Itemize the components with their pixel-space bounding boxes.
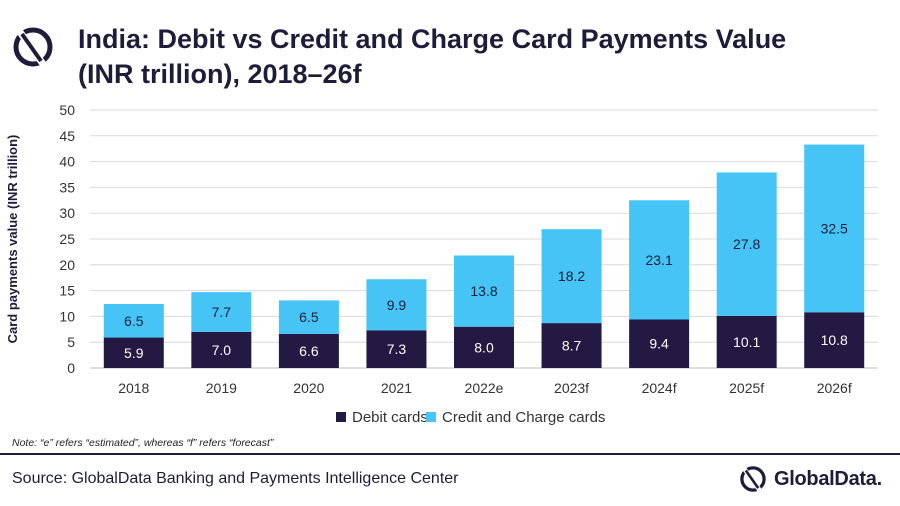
- bar-segment: [103, 304, 164, 338]
- globaldata-logo-icon: [13, 27, 53, 67]
- bar-segment: [716, 172, 777, 316]
- y-tick-label: 35: [59, 179, 75, 195]
- data-label: 8.7: [562, 338, 582, 354]
- chart-title: India: Debit vs Credit and Charge Card P…: [78, 22, 878, 92]
- data-label: 7.3: [387, 341, 407, 357]
- bar-segment: [366, 330, 427, 368]
- data-label: 9.9: [387, 297, 407, 313]
- bar-segment: [454, 255, 514, 327]
- bar-segment: [716, 315, 777, 368]
- x-tick-label: 2021: [381, 380, 412, 396]
- data-label: 7.7: [212, 304, 232, 320]
- bar-segment: [454, 326, 514, 368]
- chart-title-line2: (INR trillion), 2018–26f: [78, 59, 362, 89]
- bar-segment: [804, 144, 865, 313]
- x-tick-label: 2023f: [554, 380, 589, 396]
- data-label: 13.8: [470, 283, 497, 299]
- legend-swatch: [426, 412, 436, 422]
- data-label: 32.5: [821, 220, 848, 236]
- data-label: 9.4: [649, 336, 669, 352]
- chart-title-line1: India: Debit vs Credit and Charge Card P…: [78, 24, 787, 54]
- data-label: 10.8: [821, 332, 848, 348]
- bar-segment: [629, 319, 690, 368]
- bar-segment: [103, 337, 164, 368]
- y-tick-label: 20: [59, 257, 75, 273]
- x-tick-label: 2019: [206, 380, 237, 396]
- x-tick-label: 2020: [293, 380, 324, 396]
- bar-segment: [541, 323, 602, 368]
- data-label: 10.1: [733, 334, 760, 350]
- legend-label: Debit cards: [352, 409, 428, 426]
- data-label: 18.2: [558, 268, 585, 284]
- y-tick-label: 10: [59, 308, 75, 324]
- bar-segment: [278, 300, 339, 334]
- x-tick-label: 2026f: [817, 380, 852, 396]
- y-tick-label: 15: [59, 283, 75, 299]
- bar-segment: [804, 312, 865, 368]
- brand-logo: GlobalData.: [738, 463, 882, 495]
- source-text: Source: GlobalData Banking and Payments …: [12, 470, 459, 487]
- data-label: 23.1: [645, 252, 672, 268]
- bar-segment: [629, 200, 690, 320]
- y-tick-label: 25: [59, 231, 75, 247]
- bar-segment: [366, 279, 427, 331]
- data-label: 27.8: [733, 236, 760, 252]
- bar-segment: [191, 292, 252, 332]
- data-label: 5.9: [124, 345, 144, 361]
- x-tick-label: 2024f: [642, 380, 677, 396]
- legend-swatch: [336, 412, 346, 422]
- y-tick-label: 45: [59, 128, 75, 144]
- x-tick-label: 2025f: [729, 380, 764, 396]
- x-tick-label: 2018: [118, 380, 149, 396]
- bar-segment: [541, 229, 602, 324]
- y-tick-label: 40: [59, 154, 75, 170]
- brand-name: GlobalData.: [774, 467, 882, 490]
- footer-divider: [0, 453, 900, 455]
- legend-label: Credit and Charge cards: [442, 409, 605, 426]
- y-tick-label: 30: [59, 205, 75, 221]
- data-label: 6.5: [124, 313, 144, 329]
- y-tick-label: 5: [67, 334, 75, 350]
- data-label: 7.0: [212, 342, 232, 358]
- globaldata-brand-icon: [740, 466, 766, 492]
- y-axis-label: Card payments value (INR trillion): [5, 135, 20, 344]
- footnote: Note: “e” refers “estimated”, whereas “f…: [12, 437, 274, 449]
- bar-segment: [278, 333, 339, 368]
- y-tick-label: 50: [59, 102, 75, 118]
- data-label: 6.6: [299, 343, 319, 359]
- x-tick-label: 2022e: [465, 380, 504, 396]
- bar-segment: [191, 331, 252, 368]
- data-label: 8.0: [474, 339, 494, 355]
- data-label: 6.5: [299, 309, 319, 325]
- y-tick-label: 0: [67, 360, 75, 376]
